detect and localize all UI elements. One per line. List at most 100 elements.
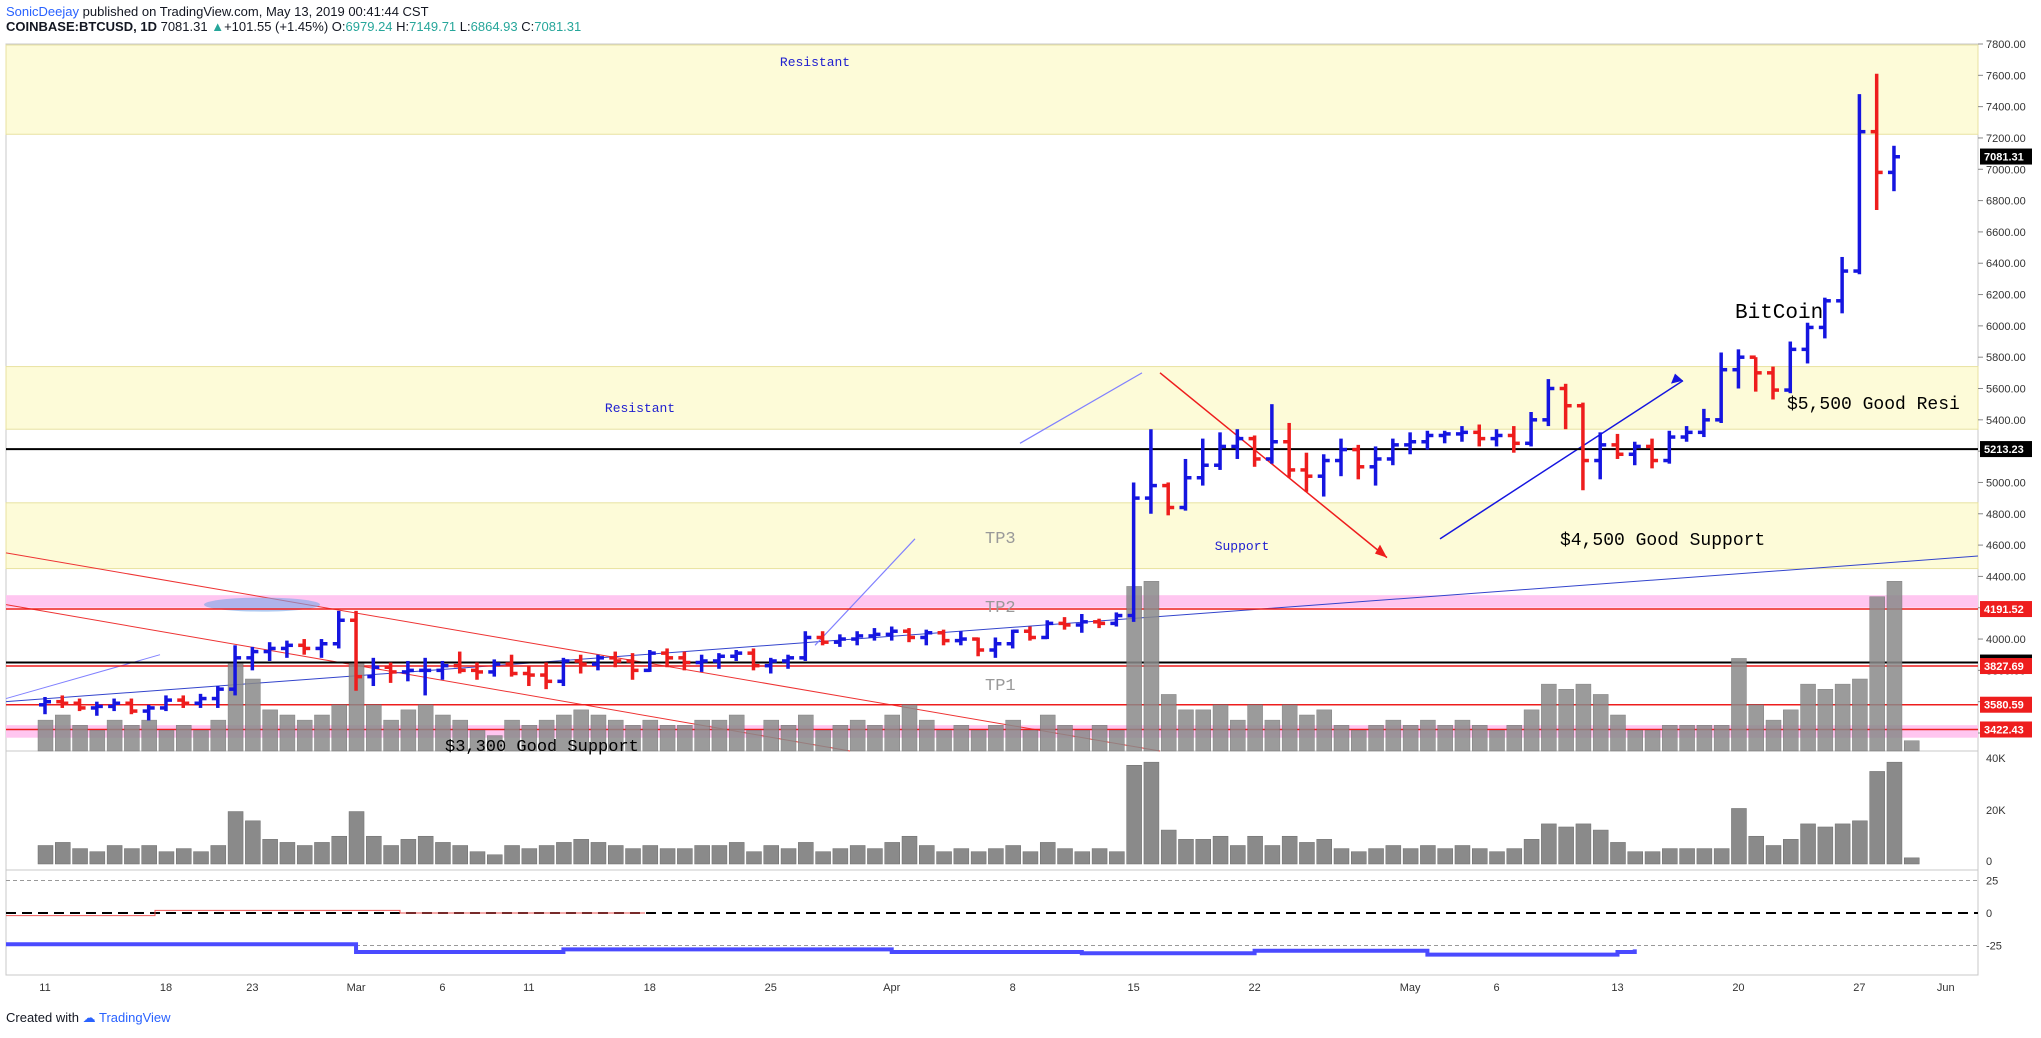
ohlc-bar bbox=[1214, 432, 1227, 470]
ohlc-bar bbox=[1196, 438, 1209, 486]
volume-bar bbox=[538, 845, 555, 865]
uptrend-line bbox=[5, 555, 1979, 703]
ohlc-bar bbox=[1784, 341, 1797, 394]
volume-bar bbox=[1160, 829, 1177, 865]
volume-bar bbox=[1160, 694, 1177, 752]
volume-bar bbox=[832, 725, 849, 752]
volume-bar bbox=[1765, 845, 1782, 865]
ohlc-bar bbox=[1559, 383, 1572, 430]
volume-bar bbox=[1264, 719, 1281, 752]
volume-bar bbox=[400, 839, 417, 865]
volume-bar bbox=[1333, 725, 1350, 752]
publish-line: SonicDeejay published on TradingView.com… bbox=[6, 4, 581, 19]
volume-bar bbox=[158, 730, 175, 752]
ohlc-bar bbox=[678, 651, 691, 671]
volume-bar bbox=[1817, 826, 1834, 865]
volume-bar bbox=[1627, 851, 1644, 865]
volume-bar bbox=[366, 835, 382, 865]
price-tick-label: 4000.00 bbox=[1986, 634, 2026, 646]
ohlc-bar bbox=[1231, 429, 1244, 459]
price-label-text: 3827.69 bbox=[1984, 661, 2024, 673]
price-label-badge bbox=[1980, 658, 2032, 675]
ohlc-bar bbox=[1525, 411, 1538, 447]
support-mid-label: Support bbox=[1215, 539, 1270, 554]
published-text: published on TradingView.com, May 13, 20… bbox=[82, 4, 429, 19]
volume-bar bbox=[106, 845, 123, 865]
ohlc-bar bbox=[1110, 612, 1123, 627]
symbol-label[interactable]: COINBASE:BTCUSD, 1D bbox=[6, 19, 157, 34]
price-axis[interactable]: 7800.00 7600.00 7400.00 7200.00 7000.00 6800.… bbox=[1978, 39, 2032, 953]
volume-bar bbox=[1523, 839, 1540, 865]
volume-bar bbox=[1903, 740, 1920, 752]
ohlc-bar bbox=[730, 650, 743, 661]
footer: Created with ☁ TradingView bbox=[6, 1010, 171, 1026]
ohlc-bar bbox=[764, 657, 777, 674]
volume-bar bbox=[1765, 719, 1782, 752]
volume-bar bbox=[590, 842, 607, 865]
ohlc-bar bbox=[1248, 435, 1261, 467]
volume-bar bbox=[37, 845, 54, 865]
volume-bar bbox=[1074, 730, 1091, 752]
volume-bar bbox=[1696, 848, 1713, 865]
volume-bar bbox=[1247, 704, 1263, 752]
ohlc-bar bbox=[332, 610, 345, 649]
volume-bar bbox=[158, 851, 175, 865]
price-label-badge bbox=[1980, 441, 2032, 458]
high-label: H: bbox=[396, 19, 410, 34]
volume-bar bbox=[659, 848, 676, 865]
volume-bar bbox=[1143, 761, 1160, 865]
volume-bar bbox=[521, 848, 538, 865]
ohlc-bar bbox=[436, 660, 449, 680]
time-axis[interactable]: 11 18 23 Mar 6 11 18 25 Apr 8 15 22 May 6 13 20 27 Jun bbox=[39, 982, 1954, 994]
ohlc-bar bbox=[937, 629, 950, 646]
ohlc-bar bbox=[1715, 352, 1728, 423]
ohlc-bar bbox=[142, 704, 155, 721]
volume-bar bbox=[659, 725, 676, 752]
volume-axis-label: 40K bbox=[1986, 753, 2006, 765]
volume-bar bbox=[1644, 851, 1661, 865]
volume-bar bbox=[1783, 709, 1799, 752]
volume-bar bbox=[573, 839, 589, 865]
volume-bar bbox=[1230, 845, 1246, 865]
volume-bar bbox=[1731, 808, 1747, 865]
volume-bar bbox=[1351, 730, 1367, 752]
volume-bar bbox=[210, 719, 227, 752]
volume-bar bbox=[1247, 835, 1263, 865]
ohlc-bar bbox=[471, 662, 483, 680]
volume-bar bbox=[452, 845, 468, 865]
price-label-text: 7081.31 bbox=[1984, 152, 2024, 164]
blue-arrow-head bbox=[1671, 373, 1683, 384]
ohlc-bar bbox=[1421, 430, 1434, 450]
volume-bar bbox=[1489, 851, 1505, 865]
ohlc-bar bbox=[246, 646, 259, 671]
ohlc-bar bbox=[1887, 145, 1900, 192]
volume-bar bbox=[521, 725, 538, 752]
good-resistance-label: $5,500 Good Resi bbox=[1787, 395, 1960, 415]
volume-pane-bars bbox=[37, 761, 1920, 865]
volume-bar bbox=[1385, 845, 1402, 865]
good-support-4500-label: $4,500 Good Support bbox=[1560, 531, 1765, 551]
price-label-badge bbox=[1980, 696, 2032, 713]
author-link[interactable]: SonicDeejay bbox=[6, 4, 79, 19]
ohlc-bar bbox=[229, 645, 242, 696]
ohlc-bar bbox=[1265, 404, 1278, 464]
volume-bar bbox=[193, 851, 209, 865]
volume-bar bbox=[1506, 725, 1523, 752]
ohlc-bar bbox=[1386, 438, 1399, 466]
price-tick-label: 6200.00 bbox=[1986, 290, 2026, 302]
volume-bar bbox=[487, 854, 503, 865]
volume-bar bbox=[435, 714, 451, 752]
price-label-badge bbox=[1980, 148, 2032, 165]
ohlc-bar bbox=[695, 654, 708, 672]
volume-bar bbox=[245, 678, 261, 752]
volume-bar bbox=[1489, 730, 1505, 752]
tradingview-link[interactable]: TradingView bbox=[99, 1010, 171, 1025]
price-label-text: 3422.43 bbox=[1984, 724, 2024, 736]
ohlc-bar bbox=[1179, 458, 1192, 511]
ohlc-bar bbox=[1801, 322, 1814, 364]
ohlc-bar bbox=[280, 640, 293, 658]
price-tick-label: 5600.00 bbox=[1986, 384, 2026, 396]
volume-bar bbox=[1471, 725, 1488, 752]
ohlc-bar bbox=[747, 648, 760, 671]
